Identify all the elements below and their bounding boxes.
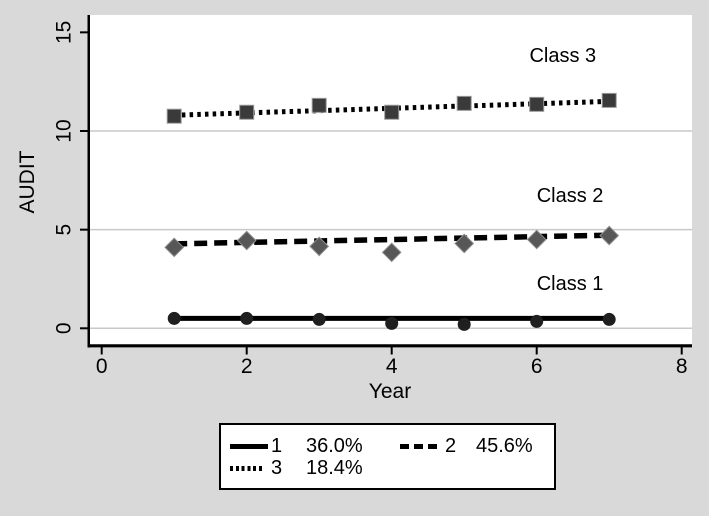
marker-diamond-class-2-x6 <box>526 229 547 250</box>
marker-circle-class-1-x3 <box>312 312 326 326</box>
marker-circle-class-1-x1 <box>167 311 181 325</box>
marker-square-class-3-x1 <box>166 108 182 124</box>
x-tick-label-2: 2 <box>241 355 253 378</box>
legend-pct-class-1: 36.0% <box>306 435 363 457</box>
marker-diamond-class-2-x3 <box>309 236 330 257</box>
marker-square-class-3-x3 <box>311 97 327 113</box>
plot-area <box>89 15 692 346</box>
y-axis-title: AUDIT <box>16 150 39 214</box>
x-tick-label-8: 8 <box>676 355 688 378</box>
legend-swatch-class-2 <box>400 444 437 449</box>
legend-pct-class-3: 18.4% <box>306 457 363 479</box>
marker-square-class-3-x5 <box>456 95 472 111</box>
annotation-class-1: Class 1 <box>537 273 604 295</box>
marker-diamond-class-2-x1 <box>164 237 185 258</box>
legend: 1 36.0% 2 45.6% 3 18.4% <box>219 423 556 490</box>
marker-circle-class-1-x4 <box>385 316 399 330</box>
marker-square-class-3-x7 <box>601 92 617 108</box>
x-tick-label-6: 6 <box>531 355 543 378</box>
marker-diamond-class-2-x4 <box>381 242 402 263</box>
marker-diamond-class-2-x5 <box>454 233 475 254</box>
y-tick-label-5: 5 <box>53 224 76 236</box>
legend-label-class-2: 2 <box>445 435 457 457</box>
marker-circle-class-1-x5 <box>457 317 471 331</box>
y-tick-label-15: 15 <box>53 21 76 44</box>
annotation-class-3: Class 3 <box>529 45 596 67</box>
x-axis-title: Year <box>368 380 412 403</box>
legend-pct-class-2: 45.6% <box>476 435 533 457</box>
marker-square-class-3-x4 <box>384 104 400 120</box>
marker-diamond-class-2-x7 <box>599 225 620 246</box>
legend-swatch-class-3 <box>230 466 265 471</box>
marker-circle-class-1-x2 <box>240 311 254 325</box>
y-tick-label-10: 10 <box>53 119 76 142</box>
marker-square-class-3-x2 <box>239 104 255 120</box>
legend-label-class-3: 3 <box>271 457 283 479</box>
marker-square-class-3-x6 <box>529 96 545 112</box>
y-tick-label-0: 0 <box>53 322 76 334</box>
marker-circle-class-1-x7 <box>602 312 616 326</box>
annotation-class-2: Class 2 <box>537 185 604 207</box>
legend-swatch-class-1 <box>230 444 268 449</box>
x-tick-label-0: 0 <box>96 355 108 378</box>
legend-label-class-1: 1 <box>271 435 283 457</box>
marker-circle-class-1-x6 <box>530 314 544 328</box>
marker-diamond-class-2-x2 <box>236 230 257 251</box>
x-tick-label-4: 4 <box>386 355 398 378</box>
